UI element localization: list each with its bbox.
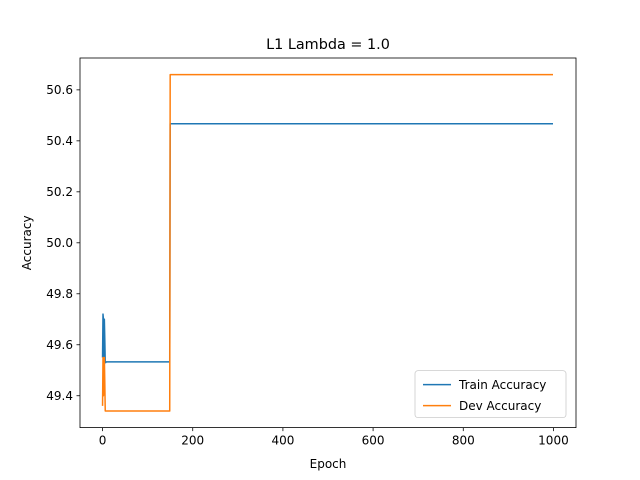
series-layer (101, 73, 553, 412)
x-tick-label: 200 (181, 434, 204, 448)
legend-label: Dev Accuracy (459, 399, 541, 413)
x-tick-label: 400 (271, 434, 294, 448)
y-tick-label: 49.8 (46, 287, 73, 301)
legend: Train Accuracy Dev Accuracy (414, 370, 567, 419)
y-tick-label: 50.4 (46, 134, 73, 148)
legend-box (414, 370, 567, 419)
y-tick-label: 49.6 (46, 338, 73, 352)
y-tick-label: 50.6 (46, 83, 73, 97)
chart-title: L1 Lambda = 1.0 (266, 37, 390, 53)
x-tick-label: 1000 (538, 434, 569, 448)
y-tick-label: 50.0 (46, 236, 73, 250)
y-axis-label: Accuracy (20, 215, 34, 270)
y-tick-label: 50.2 (46, 185, 73, 199)
y-axis: 49.4 49.6 49.8 50.0 50.2 50.4 50.6 (46, 83, 80, 403)
x-tick-label: 0 (99, 434, 107, 448)
series-line-2 (101, 73, 553, 412)
x-tick-label: 800 (452, 434, 475, 448)
legend-label: Train Accuracy (458, 378, 546, 392)
x-tick-label: 600 (362, 434, 385, 448)
y-tick-label: 49.4 (46, 389, 73, 403)
x-axis-label: Epoch (310, 457, 347, 471)
x-axis: 0 200 400 600 800 1000 (99, 427, 569, 448)
